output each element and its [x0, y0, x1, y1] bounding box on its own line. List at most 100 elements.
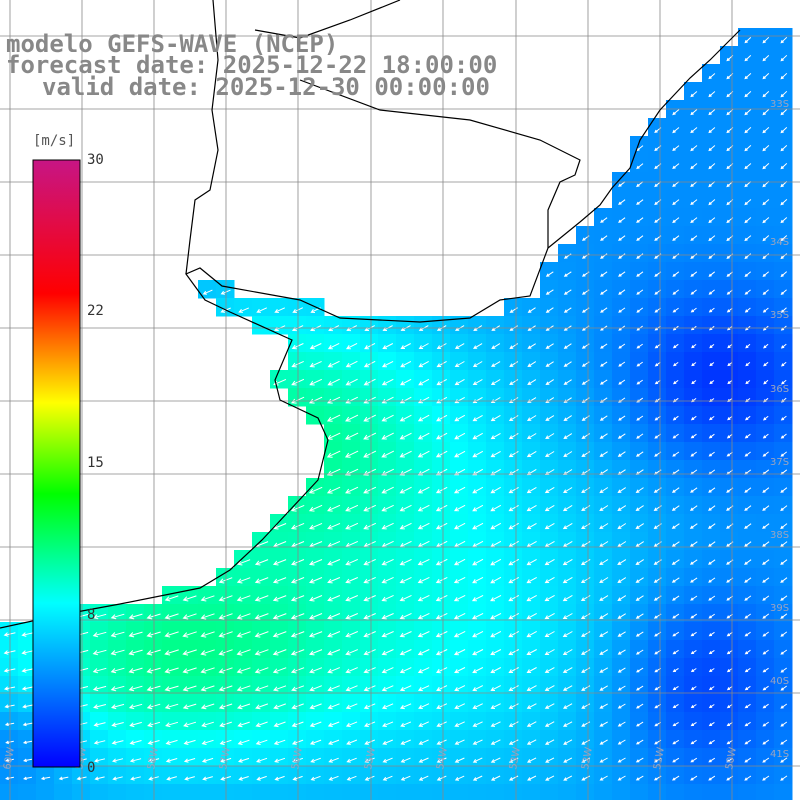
- wind-arrow: [490, 594, 502, 602]
- wind-cell: [504, 604, 523, 623]
- wind-arrow: [581, 649, 591, 655]
- wind-arrow: [672, 739, 680, 745]
- wind-cell: [378, 622, 397, 641]
- wind-cell: [198, 280, 217, 299]
- wind-cell: [126, 622, 145, 641]
- wind-arrow: [472, 558, 484, 566]
- wind-cell: [414, 658, 433, 677]
- wind-cell: [180, 784, 199, 800]
- wind-cell: [108, 658, 127, 677]
- wind-cell: [702, 622, 721, 641]
- wind-cell: [630, 586, 649, 605]
- wind-arrow: [708, 649, 715, 655]
- wind-arrow: [635, 523, 644, 529]
- wind-cell: [756, 694, 775, 713]
- wind-arrow: [344, 432, 359, 440]
- wind-cell: [576, 370, 595, 389]
- wind-arrow: [327, 631, 341, 638]
- wind-cell: [468, 388, 487, 407]
- wind-cell: [630, 406, 649, 425]
- wind-arrow: [491, 307, 500, 313]
- wind-cell: [486, 406, 505, 425]
- wind-cell: [288, 730, 307, 749]
- wind-cell: [774, 622, 793, 641]
- wind-arrow: [690, 163, 698, 170]
- wind-cell: [396, 442, 415, 461]
- wind-arrow: [563, 451, 573, 458]
- latitude-label: 37S: [770, 457, 789, 468]
- wind-arrow: [40, 776, 51, 781]
- wind-arrow: [254, 649, 269, 656]
- wind-arrow: [545, 343, 554, 349]
- wind-cell: [684, 226, 703, 245]
- wind-cell: [432, 352, 451, 371]
- wind-arrow: [436, 414, 448, 422]
- wind-cell: [486, 658, 505, 677]
- wind-cell: [486, 478, 505, 497]
- wind-arrow: [526, 757, 537, 763]
- wind-cell: [162, 730, 181, 749]
- wind-arrow: [744, 685, 751, 691]
- wind-cell: [756, 532, 775, 551]
- wind-arrow: [762, 757, 770, 763]
- wind-cell: [234, 622, 253, 641]
- wind-cell: [612, 388, 631, 407]
- wind-cell: [612, 784, 631, 800]
- wind-cell: [756, 226, 775, 245]
- wind-arrow: [672, 217, 680, 224]
- wind-arrow: [762, 649, 769, 655]
- wind-arrow: [599, 415, 608, 421]
- wind-cell: [414, 568, 433, 587]
- wind-arrow: [744, 757, 752, 763]
- wind-arrow: [399, 378, 412, 386]
- wind-arrow: [563, 289, 572, 295]
- wind-cell: [774, 694, 793, 713]
- wind-arrow: [672, 127, 680, 134]
- wind-arrow: [527, 397, 537, 403]
- wind-cell: [234, 748, 253, 767]
- wind-arrow: [274, 757, 286, 763]
- wind-arrow: [708, 686, 715, 691]
- wind-cell: [216, 676, 235, 695]
- wind-arrow: [708, 433, 715, 439]
- wind-arrow: [128, 613, 143, 620]
- wind-cell: [522, 460, 541, 479]
- wind-cell: [108, 748, 127, 767]
- wind-arrow: [508, 432, 519, 440]
- wind-arrow: [708, 487, 716, 493]
- wind-arrow: [780, 235, 788, 242]
- wind-cell: [648, 424, 667, 443]
- wind-cell: [702, 460, 721, 479]
- wind-cell: [576, 514, 595, 533]
- wind-cell: [666, 514, 685, 533]
- wind-cell: [630, 298, 649, 317]
- wind-arrow: [744, 613, 751, 619]
- wind-arrow: [472, 685, 484, 692]
- wind-arrow: [526, 450, 537, 458]
- wind-cell: [396, 550, 415, 569]
- wind-cell: [720, 226, 739, 245]
- wind-cell: [648, 604, 667, 623]
- wind-cell: [450, 676, 469, 695]
- wind-cell: [234, 694, 253, 713]
- wind-cell: [774, 550, 793, 569]
- wind-arrow: [617, 505, 627, 511]
- wind-cell: [486, 748, 505, 767]
- wind-cell: [198, 586, 217, 605]
- wind-arrow: [672, 289, 680, 295]
- wind-arrow: [508, 522, 519, 530]
- valid-date: valid date: 2025-12-30 00:00:00: [42, 73, 490, 101]
- wind-arrow: [544, 721, 555, 727]
- wind-arrow: [363, 378, 376, 386]
- wind-arrow: [472, 504, 484, 512]
- wind-arrow: [417, 558, 430, 566]
- wind-cell: [522, 550, 541, 569]
- wind-arrow: [762, 739, 770, 745]
- wind-cell: [468, 766, 487, 785]
- wind-cell: [522, 748, 541, 767]
- wind-cell: [612, 190, 631, 209]
- wind-arrow: [744, 37, 752, 44]
- wind-arrow: [617, 775, 626, 781]
- wind-cell: [612, 532, 631, 551]
- coast-line: [0, 29, 741, 629]
